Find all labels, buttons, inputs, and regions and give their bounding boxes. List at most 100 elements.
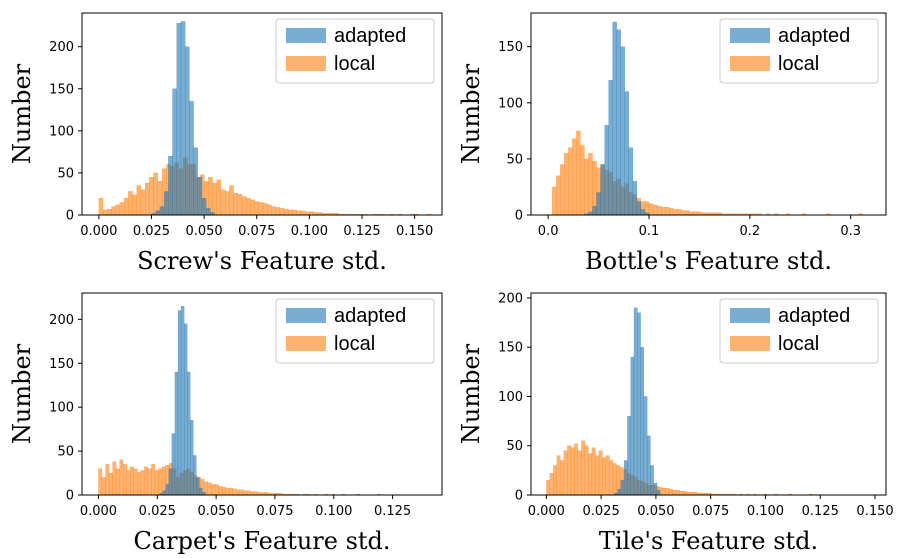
- local-bar: [288, 209, 293, 215]
- local-bar: [577, 450, 582, 495]
- legend-label-local: local: [334, 333, 375, 355]
- local-bar: [679, 490, 684, 495]
- local-bar: [602, 457, 607, 495]
- local-bar: [207, 482, 212, 495]
- y-tick-label: 150: [498, 341, 523, 356]
- local-bar: [243, 490, 247, 495]
- adapted-bar: [633, 307, 638, 495]
- adapted-bar: [650, 465, 654, 495]
- local-bar: [275, 207, 281, 215]
- x-tick-label: 0.075: [238, 224, 275, 239]
- local-bar: [612, 463, 617, 495]
- x-tick-label: 0.125: [343, 224, 380, 239]
- local-bar: [673, 209, 678, 215]
- local-bar: [570, 447, 575, 495]
- adapted-bar: [155, 210, 161, 215]
- adapted-bar: [624, 91, 629, 215]
- adapted-bar: [199, 487, 203, 495]
- local-bar: [546, 480, 550, 495]
- local-bar: [300, 210, 306, 215]
- adapted-bar: [596, 192, 601, 215]
- local-bar: [254, 201, 259, 215]
- local-bar: [648, 203, 654, 215]
- local-bar: [123, 198, 129, 215]
- y-tick-label: 0: [66, 489, 74, 504]
- local-bar: [115, 204, 121, 215]
- local-bar: [682, 490, 687, 495]
- axes-frame: [81, 12, 443, 216]
- local-bar: [153, 172, 158, 215]
- local-bar: [140, 470, 145, 495]
- local-bar: [305, 211, 310, 215]
- adapted-bar: [647, 435, 651, 495]
- local-bar: [309, 211, 314, 215]
- local-bar: [580, 145, 585, 215]
- x-tick-label: 0.075: [256, 504, 293, 519]
- x-tick-label: 0.050: [185, 224, 222, 239]
- legend-label-local: local: [778, 53, 819, 75]
- adapted-bar: [171, 433, 176, 495]
- legend-swatch-local: [286, 56, 326, 71]
- x-tick-label: 0.1: [639, 224, 660, 239]
- local-bar: [214, 484, 219, 495]
- legend: adapted local: [719, 298, 879, 364]
- x-tick-label: 0.125: [802, 504, 839, 519]
- local-bar: [105, 464, 110, 495]
- local-bar: [556, 175, 561, 215]
- local-bar: [292, 209, 297, 215]
- local-bar: [567, 445, 572, 495]
- local-bar: [685, 210, 690, 215]
- local-bar: [283, 208, 289, 215]
- local-bar: [132, 194, 137, 215]
- adapted-bar: [187, 371, 191, 495]
- adapted-bar: [604, 125, 609, 215]
- adapted-bar: [637, 312, 641, 495]
- local-bar: [574, 443, 579, 495]
- x-tick-label: 0.150: [856, 504, 893, 519]
- local-bar: [123, 464, 127, 495]
- local-bar: [112, 461, 117, 495]
- local-bar: [228, 487, 233, 495]
- local-bar: [669, 208, 674, 215]
- panel-1: 0.000 0.025 0.050 0.075 0.100 0.125 0.150 0 50 10…: [8, 12, 443, 275]
- local-bar: [111, 206, 116, 215]
- adapted-bar: [180, 306, 185, 495]
- local-bar: [115, 468, 120, 495]
- local-bar: [250, 199, 255, 215]
- local-bar: [572, 138, 577, 215]
- local-bar: [553, 465, 557, 495]
- x-tick-label: 0.100: [291, 224, 328, 239]
- local-bar: [296, 210, 302, 215]
- local-bar: [233, 192, 238, 215]
- x-tick-label: 0.000: [80, 224, 117, 239]
- local-bar: [154, 470, 159, 495]
- legend-label-adapted: adapted: [778, 305, 850, 327]
- local-bar: [665, 207, 670, 215]
- y-tick-label: 150: [49, 82, 74, 97]
- legend-swatch-adapted: [286, 308, 326, 323]
- local-bar: [598, 450, 603, 495]
- local-bar: [652, 204, 658, 215]
- adapted-bar: [616, 29, 621, 215]
- adapted-bar: [159, 206, 165, 215]
- adapted-bar: [630, 356, 635, 495]
- y-tick-label: 50: [506, 152, 523, 167]
- local-bar: [225, 191, 230, 215]
- local-bar: [246, 490, 251, 495]
- legend: adapted local: [719, 18, 879, 84]
- legend-label-adapted: adapted: [778, 25, 850, 47]
- x-axis-label: Carpet's Feature std.: [133, 527, 390, 555]
- axes-frame: [81, 292, 443, 496]
- local-bar: [158, 468, 163, 495]
- adapted-bar: [193, 455, 197, 495]
- local-bar: [552, 186, 557, 215]
- adapted-bar: [636, 201, 642, 215]
- x-tick-label: 0.3: [840, 224, 861, 239]
- adapted-bar: [600, 164, 605, 215]
- local-bar: [556, 455, 561, 495]
- adapted-bar: [628, 147, 633, 215]
- adapted-bar: [185, 46, 190, 215]
- adapted-bar: [189, 101, 194, 215]
- local-bar: [609, 460, 614, 495]
- x-tick-label: 0.025: [139, 504, 176, 519]
